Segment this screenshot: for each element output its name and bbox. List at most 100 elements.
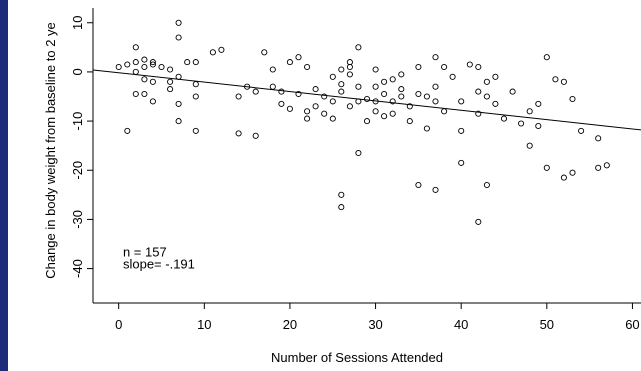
data-point: [526, 108, 533, 115]
y-tick-label: -20: [70, 161, 85, 180]
annotation-n: n = 157: [123, 244, 167, 259]
data-point: [355, 149, 362, 157]
data-point: [329, 115, 336, 122]
data-point: [441, 108, 448, 115]
data-point: [398, 93, 405, 100]
data-point: [355, 44, 362, 51]
data-point: [492, 100, 499, 107]
data-point: [149, 98, 156, 105]
data-point: [286, 59, 293, 66]
data-point: [441, 63, 448, 71]
data-point: [432, 54, 439, 61]
data-point: [149, 61, 156, 68]
data-point: [475, 88, 482, 95]
data-point: [304, 63, 311, 71]
data-point: [389, 98, 396, 105]
data-point: [286, 105, 293, 112]
data-point: [535, 100, 542, 107]
data-point: [509, 88, 516, 95]
data-point: [372, 66, 379, 73]
data-point: [578, 127, 585, 134]
x-ticks: 0 10 20 30 40 50 60: [115, 303, 640, 332]
data-point: [132, 90, 139, 98]
data-point: [304, 115, 311, 122]
data-point: [115, 63, 122, 71]
data-point: [483, 181, 490, 189]
data-point: [389, 76, 396, 83]
data-point: [261, 49, 268, 56]
data-point: [552, 76, 559, 83]
data-point: [338, 191, 345, 198]
data-point: [304, 108, 311, 115]
data-point: [475, 218, 482, 225]
y-axis-title-group: Change in body weight from baseline to 2…: [43, 22, 58, 279]
y-tick-label: 10: [70, 16, 85, 30]
data-point: [398, 86, 405, 93]
data-point: [543, 54, 550, 61]
data-point: [560, 174, 567, 181]
x-tick-label: 10: [197, 317, 211, 332]
data-point: [346, 103, 353, 110]
x-tick-label: 60: [625, 317, 639, 332]
data-point: [483, 93, 490, 100]
data-point: [338, 204, 345, 211]
left-accent-band: [0, 0, 8, 371]
data-point: [458, 98, 465, 105]
data-point: [449, 73, 456, 80]
data-point: [141, 76, 148, 83]
data-point: [381, 113, 388, 120]
data-point: [278, 88, 285, 95]
data-point: [338, 81, 345, 88]
data-point: [415, 63, 422, 71]
data-point: [329, 98, 336, 105]
data-point: [475, 63, 482, 71]
data-point: [252, 132, 259, 139]
data-point: [295, 90, 302, 98]
data-point: [218, 46, 225, 53]
data-point: [192, 81, 199, 88]
data-point: [595, 164, 602, 171]
data-point: [149, 78, 156, 85]
data-point: [355, 83, 362, 90]
data-points: [115, 19, 610, 225]
data-point: [518, 120, 525, 127]
data-point: [381, 90, 388, 98]
y-tick-label: 0: [70, 68, 85, 75]
data-point: [595, 135, 602, 142]
y-tick-label: -10: [70, 112, 85, 131]
data-point: [475, 110, 482, 117]
data-point: [167, 66, 174, 73]
data-point: [321, 93, 328, 100]
data-point: [295, 54, 302, 61]
data-point: [346, 71, 353, 78]
data-point: [372, 83, 379, 90]
data-point: [398, 71, 405, 78]
data-point: [603, 162, 610, 169]
data-point: [415, 90, 422, 98]
data-point: [175, 118, 182, 125]
data-point: [158, 63, 165, 71]
data-point: [381, 78, 388, 85]
data-point: [423, 125, 430, 132]
data-point: [269, 83, 276, 90]
data-point: [466, 61, 473, 68]
data-point: [252, 88, 259, 95]
data-point: [312, 103, 319, 110]
data-point: [406, 103, 413, 110]
data-point: [175, 34, 182, 41]
data-point: [132, 59, 139, 66]
data-point: [432, 83, 439, 90]
data-point: [269, 66, 276, 73]
axes: [92, 8, 641, 304]
data-point: [338, 66, 345, 73]
data-point: [184, 59, 191, 66]
x-tick-label: 40: [454, 317, 468, 332]
data-point: [363, 118, 371, 125]
y-axis-title: Change in body weight from baseline to 2…: [43, 22, 58, 279]
data-point: [363, 95, 371, 103]
trendline-group: [92, 69, 641, 131]
data-point: [346, 63, 353, 71]
data-point: [312, 86, 319, 93]
data-point: [432, 186, 439, 193]
